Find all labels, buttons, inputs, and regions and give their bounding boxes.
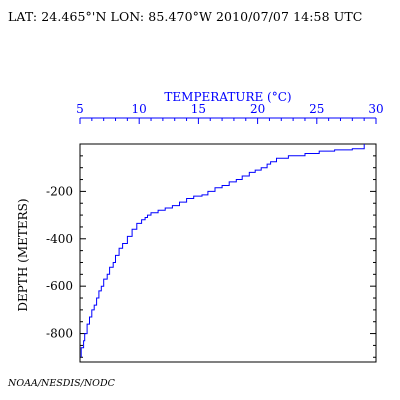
y-tick-label: -800 xyxy=(46,327,73,341)
y-tick-label: -200 xyxy=(46,184,73,198)
x-tick-label: 20 xyxy=(250,102,265,116)
x-tick-label: 15 xyxy=(191,102,206,116)
y-tick-label: -400 xyxy=(46,232,73,246)
x-tick-label: 30 xyxy=(368,102,383,116)
x-tick-label: 10 xyxy=(132,102,147,116)
credit-label: NOAA/NESDIS/NODC xyxy=(8,378,115,389)
location-header: LAT: 24.465°'N LON: 85.470°W 2010/07/07 … xyxy=(8,9,363,24)
x-axis-label: TEMPERATURE (°C) xyxy=(164,90,291,104)
plot-frame xyxy=(79,143,377,363)
y-axis-ticks: -200 -400 -600 -800 xyxy=(46,155,376,358)
x-tick-label: 5 xyxy=(76,102,84,116)
y-axis-label: DEPTH (METERS) xyxy=(16,198,30,311)
y-tick-label: -600 xyxy=(46,279,73,293)
x-axis-ticks: 5 10 15 20 25 30 xyxy=(76,102,384,124)
temperature-profile-line xyxy=(80,144,365,358)
x-tick-label: 25 xyxy=(309,102,324,116)
